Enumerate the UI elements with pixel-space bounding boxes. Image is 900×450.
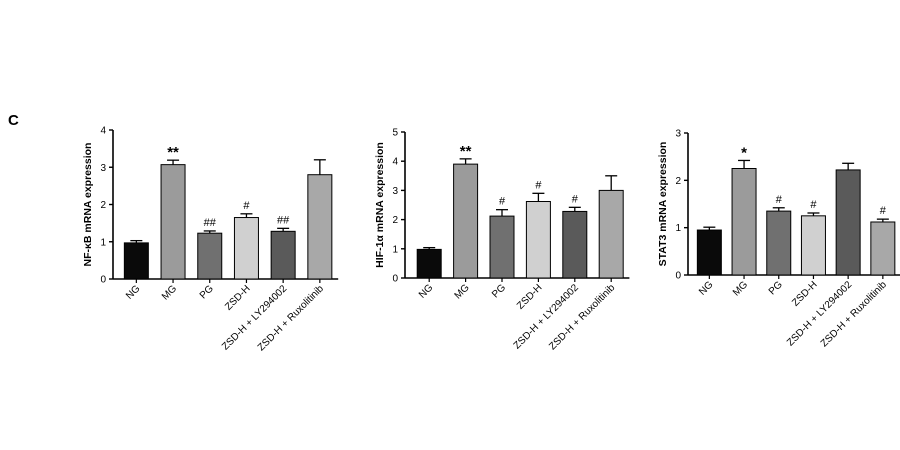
x-tick-label: PG	[490, 282, 508, 300]
x-tick-label: ZSD-H + LY294002	[512, 282, 581, 351]
significance-label: *	[741, 144, 747, 161]
significance-label: **	[167, 144, 179, 161]
bar-zsd-h-ruxolitinib	[870, 221, 896, 276]
x-tick-label: NG	[417, 282, 436, 301]
x-tick-label: ZSD-H + LY294002	[220, 283, 289, 352]
bar-pg	[197, 232, 223, 280]
x-tick-label: ZSD-H + Ruxolitinib	[547, 282, 617, 352]
y-tick-label: 3	[392, 186, 398, 197]
significance-label: **	[460, 143, 472, 160]
chart-2: 0 1 2 3 4 5 HIF-1α mRNA expression NG ** MG # PG # ZS…	[374, 128, 630, 352]
y-tick-label: 5	[392, 128, 398, 139]
bar-pg	[766, 210, 792, 276]
x-tick-label: PG	[767, 279, 785, 297]
chart-1: 0 1 2 3 4 NF-κB mRNA expression NG ** MG ## PG # ZSD…	[82, 126, 339, 353]
x-tick-label: MG	[160, 283, 179, 302]
y-axis-label: HIF-1α mRNA expression	[374, 142, 386, 268]
y-tick-label: 4	[392, 157, 398, 168]
x-tick-label: ZSD-H + Ruxolitinib	[819, 279, 889, 349]
x-tick-label: MG	[453, 282, 472, 301]
y-tick-label: 3	[675, 129, 681, 140]
y-axis-label: STAT3 mRNA expression	[657, 142, 669, 267]
significance-label: #	[572, 193, 579, 205]
significance-label: #	[776, 194, 783, 206]
y-tick-label: 0	[392, 274, 398, 285]
bar-mg	[731, 168, 757, 276]
x-tick-label: NG	[697, 279, 716, 298]
x-tick-label: PG	[198, 283, 216, 301]
y-tick-label: 2	[392, 215, 398, 226]
bar-zsd-h-ly294002	[835, 169, 861, 276]
y-tick-label: 4	[100, 126, 106, 137]
significance-label: ##	[277, 214, 290, 226]
x-tick-label: ZSD-H	[223, 283, 252, 312]
x-tick-label: ZSD-H	[515, 282, 544, 311]
x-tick-label: ZSD-H + Ruxolitinib	[256, 283, 326, 353]
x-tick-label: ZSD-H + LY294002	[785, 279, 854, 348]
bar-ng	[416, 248, 442, 279]
bar-zsd-h-ruxolitinib	[598, 189, 624, 279]
significance-label: #	[880, 205, 887, 217]
significance-label: #	[499, 196, 506, 208]
y-tick-label: 3	[100, 163, 106, 174]
y-tick-label: 0	[100, 275, 106, 286]
x-tick-label: MG	[731, 279, 750, 298]
x-tick-label: NG	[124, 283, 143, 302]
bar-ng	[696, 229, 722, 276]
chart-3: 0 1 2 3 STAT3 mRNA expression NG * MG # PG # ZSD-HZ…	[657, 129, 900, 349]
significance-label: ##	[204, 217, 217, 229]
bar-zsd-h	[800, 215, 826, 276]
bar-zsd-h-ruxolitinib	[307, 174, 333, 280]
bar-mg	[160, 164, 186, 280]
x-tick-label: ZSD-H	[790, 279, 819, 308]
y-tick-label: 1	[675, 223, 681, 234]
y-tick-label: 0	[675, 271, 681, 282]
bar-zsd-h-ly294002	[562, 210, 588, 279]
y-tick-label: 1	[392, 244, 398, 255]
significance-label: #	[810, 199, 817, 211]
bar-zsd-h	[233, 217, 259, 280]
y-tick-label: 1	[100, 237, 106, 248]
y-tick-label: 2	[100, 200, 106, 211]
significance-label: #	[535, 179, 542, 191]
bar-zsd-h	[525, 200, 551, 279]
panel-label: C	[8, 112, 19, 129]
bar-zsd-h-ly294002	[270, 230, 296, 280]
y-tick-label: 2	[675, 176, 681, 187]
bar-mg	[453, 163, 479, 279]
bar-ng	[123, 242, 149, 280]
y-axis-label: NF-κB mRNA expression	[82, 143, 94, 267]
bar-pg	[489, 215, 515, 279]
significance-label: #	[243, 200, 250, 212]
